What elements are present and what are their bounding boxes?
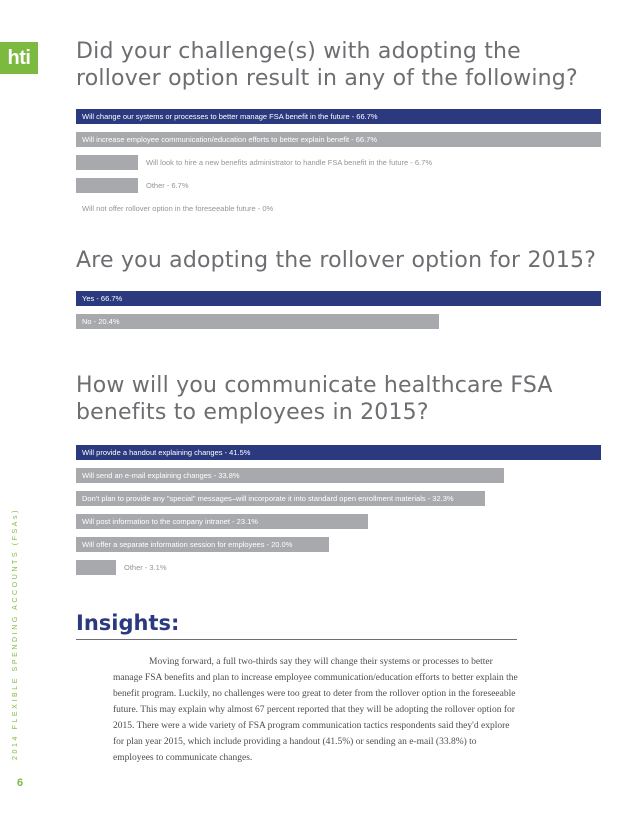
bar — [76, 537, 329, 552]
bar-row: Will provide a handout explaining change… — [76, 445, 601, 460]
hti-logo: hti — [0, 42, 38, 74]
bar — [76, 132, 601, 147]
communication-methods-chart: Will provide a handout explaining change… — [76, 445, 601, 583]
bar-label: Will post information to the company int… — [82, 517, 258, 526]
side-label: 2014 FLEXIBLE SPENDING ACCOUNTS (FSAs) — [12, 507, 19, 760]
section-2-heading-line1: Are you adopting the rollover option for… — [76, 248, 597, 273]
insights-body: Moving forward, a full two-thirds say th… — [113, 657, 518, 763]
section-3-heading-line2: benefits to employees in 2015? — [76, 400, 429, 425]
section-1-heading: Did your challenge(s) with adopting the … — [76, 38, 578, 92]
bar-label: Don't plan to provide any "special" mess… — [82, 494, 454, 503]
rollover-challenges-chart: Will change our systems or processes to … — [76, 109, 601, 224]
bar — [76, 109, 601, 124]
bar-row: Will not offer rollover option in the fo… — [76, 201, 601, 216]
section-3-heading: How will you communicate healthcare FSA … — [76, 372, 553, 426]
bar-row: Will send an e-mail explaining changes -… — [76, 468, 601, 483]
section-3-heading-line1: How will you communicate healthcare FSA — [76, 373, 553, 398]
bar — [76, 291, 601, 306]
bar-row: Will post information to the company int… — [76, 514, 601, 529]
bar — [76, 178, 138, 193]
page-number: 6 — [17, 777, 24, 789]
bar-label: Will look to hire a new benefits adminis… — [146, 158, 432, 167]
bar-label: Will increase employee communication/edu… — [82, 135, 378, 144]
bar-label: Other - 6.7% — [146, 181, 189, 190]
bar-label: Will change our systems or processes to … — [82, 112, 378, 121]
bar-label: Will send an e-mail explaining changes -… — [82, 471, 240, 480]
bar-row: Will look to hire a new benefits adminis… — [76, 155, 601, 170]
insights-title: Insights: — [76, 611, 180, 635]
bar-row: No - 20.4% — [76, 314, 601, 329]
section-1-heading-line2: rollover option result in any of the fol… — [76, 66, 578, 91]
bar — [76, 468, 504, 483]
bar — [76, 445, 601, 460]
section-2-heading: Are you adopting the rollover option for… — [76, 247, 596, 274]
bar-row: Yes - 66.7% — [76, 291, 601, 306]
bar-label: Yes - 66.7% — [82, 294, 123, 303]
section-1-heading-line1: Did your challenge(s) with adopting the — [76, 39, 521, 64]
bar-label: Will provide a handout explaining change… — [82, 448, 251, 457]
bar-label: No - 20.4% — [82, 317, 120, 326]
bar-row: Will increase employee communication/edu… — [76, 132, 601, 147]
bar — [76, 314, 439, 329]
bar-label: Will not offer rollover option in the fo… — [82, 204, 274, 213]
bar — [76, 491, 485, 506]
insights-divider — [76, 639, 517, 640]
bar-row: Will offer a separate information sessio… — [76, 537, 601, 552]
bar-row: Don't plan to provide any "special" mess… — [76, 491, 601, 506]
bar — [76, 560, 116, 575]
bar-row: Other - 3.1% — [76, 560, 601, 575]
bar-label: Other - 3.1% — [124, 563, 167, 572]
bar-row: Will change our systems or processes to … — [76, 109, 601, 124]
bar — [76, 155, 138, 170]
bar — [76, 514, 369, 529]
rollover-adoption-chart: Yes - 66.7% No - 20.4% — [76, 291, 601, 337]
bar-row: Other - 6.7% — [76, 178, 601, 193]
bar-label: Will offer a separate information sessio… — [82, 540, 293, 549]
